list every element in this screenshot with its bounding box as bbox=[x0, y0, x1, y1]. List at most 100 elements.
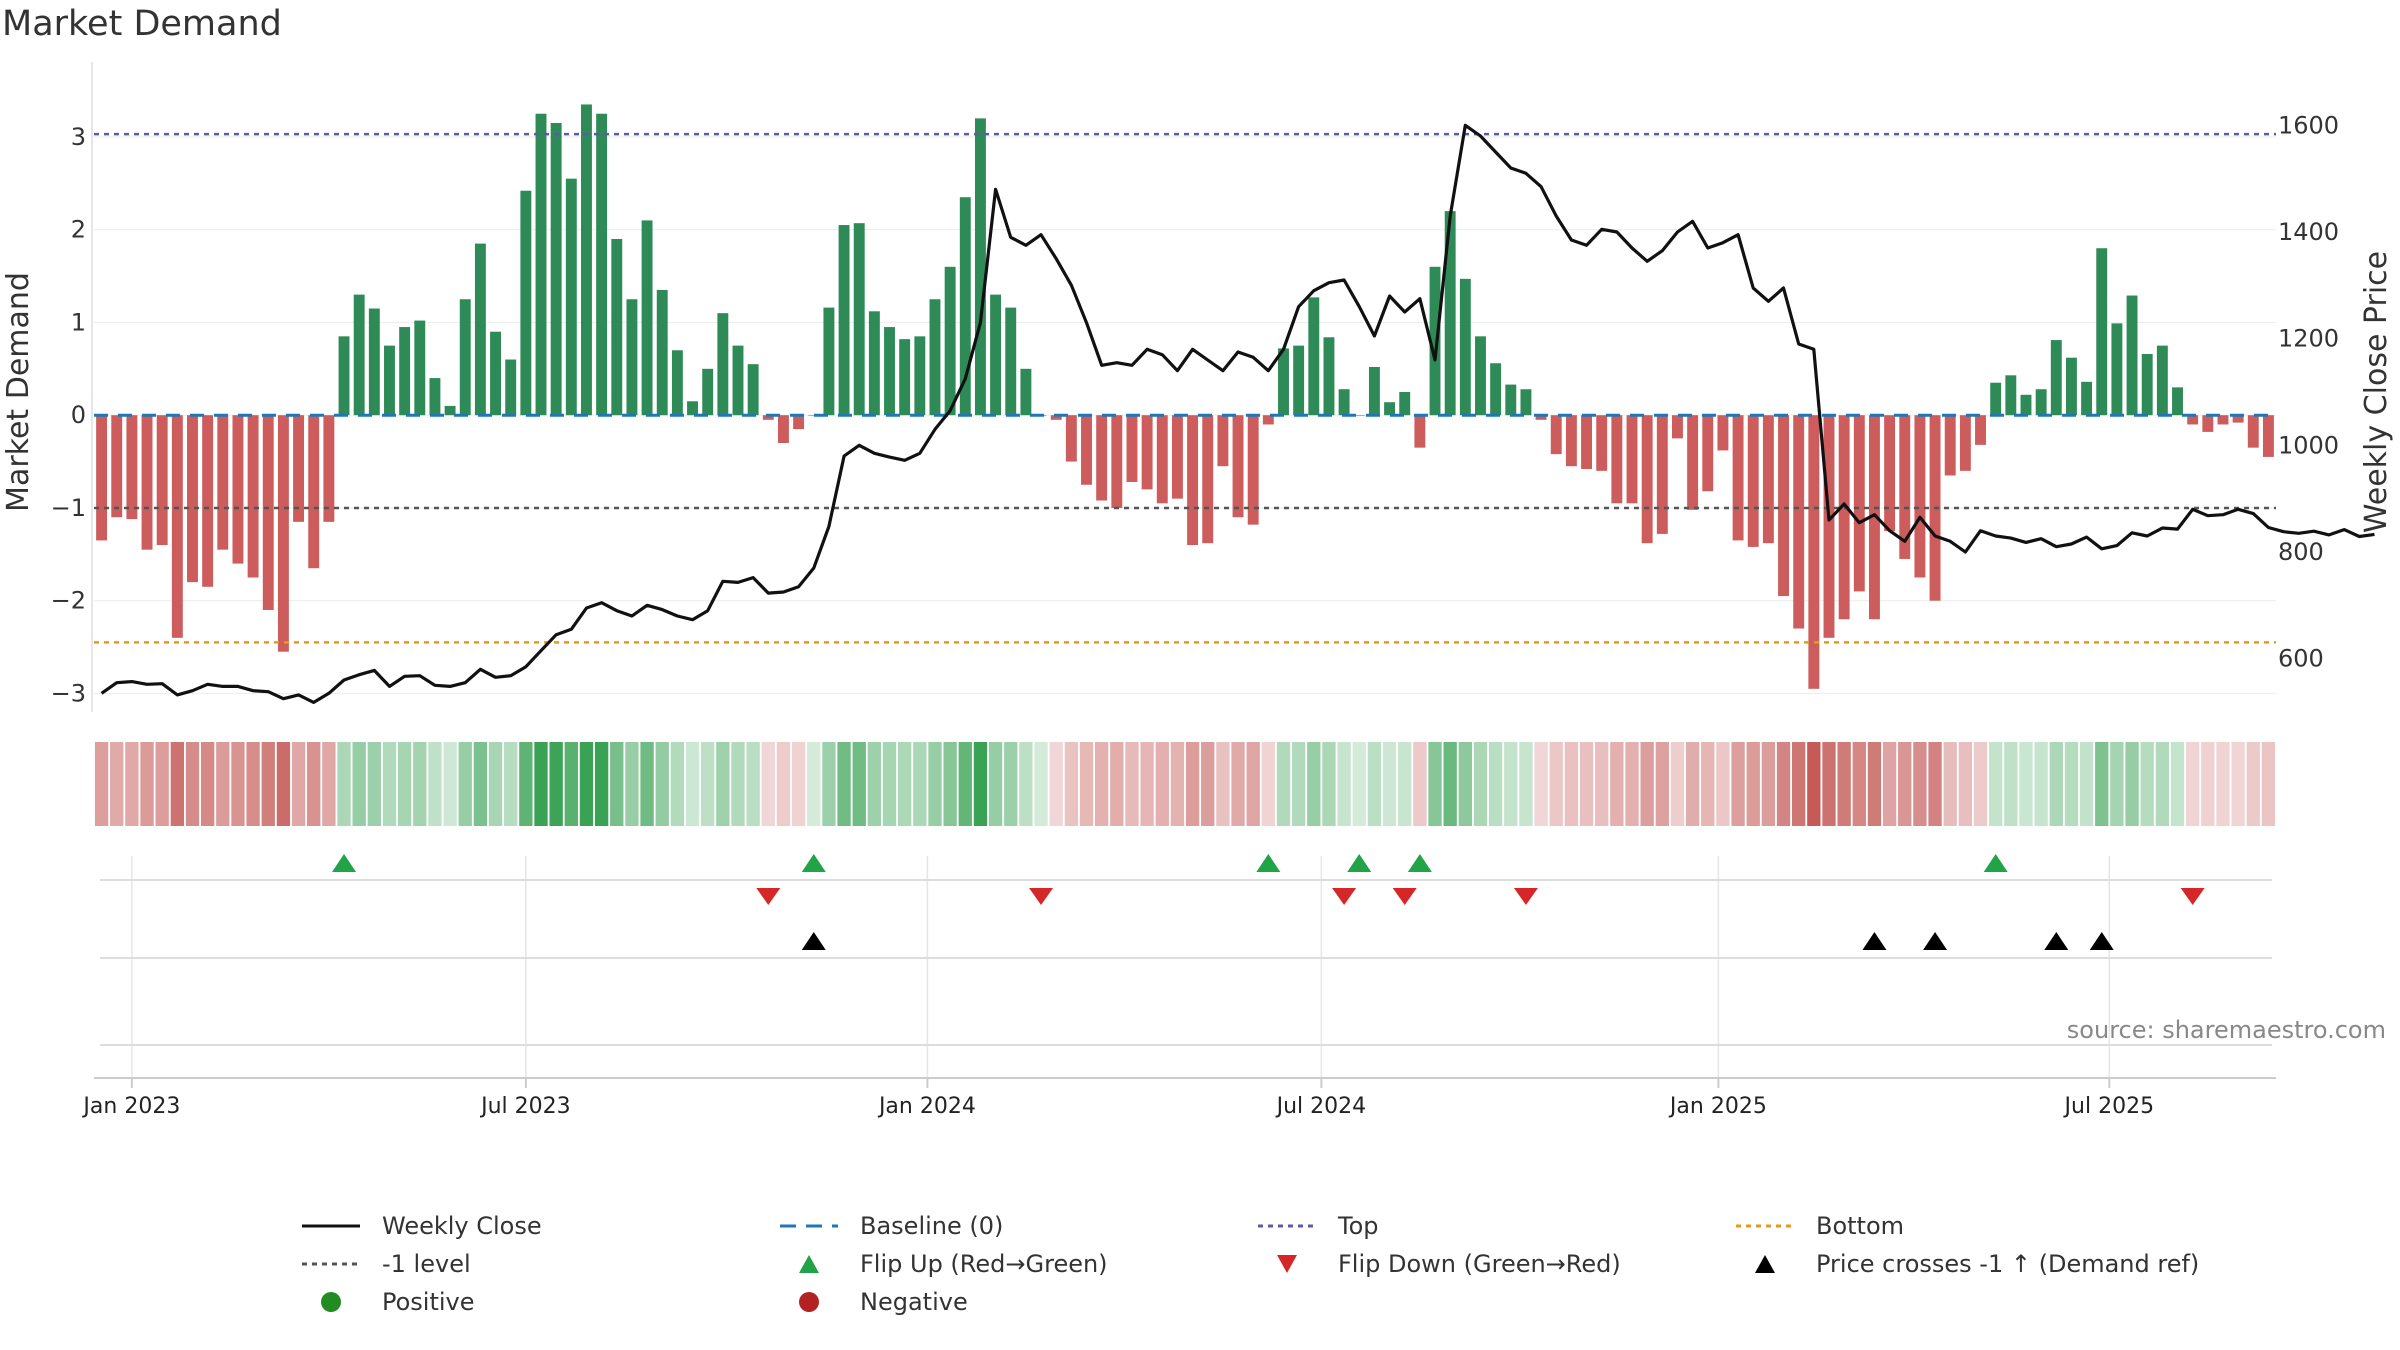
legend-label-top: Top bbox=[1338, 1212, 1379, 1240]
demand-bar bbox=[308, 415, 320, 569]
y-tick-label: −1 bbox=[51, 494, 86, 522]
demand-bar bbox=[2262, 415, 2274, 457]
heat-cell bbox=[352, 742, 366, 826]
legend-item-baseline: Baseline (0) bbox=[778, 1208, 1003, 1244]
demand-bar bbox=[202, 415, 214, 587]
heat-cell bbox=[2064, 742, 2079, 826]
heat-cell bbox=[2261, 742, 2276, 826]
heat-cell bbox=[200, 742, 215, 826]
demand-bar bbox=[141, 415, 153, 550]
flip-down-marker bbox=[1392, 888, 1417, 905]
heat-cell bbox=[549, 742, 563, 826]
heat-cell bbox=[1958, 742, 1973, 826]
demand-bar bbox=[1065, 415, 1077, 462]
heat-cell bbox=[94, 742, 109, 826]
heat-cell bbox=[837, 742, 851, 826]
heat-cell bbox=[125, 742, 139, 826]
demand-bar bbox=[96, 415, 108, 541]
y2-tick-label: 1200 bbox=[2278, 325, 2339, 353]
heat-cell bbox=[216, 742, 230, 826]
legend-item-top: Top bbox=[1256, 1208, 1379, 1244]
legend-label-price-cross: Price crosses -1 ↑ (Demand ref) bbox=[1816, 1250, 2200, 1278]
heat-cell bbox=[140, 742, 154, 826]
demand-bar bbox=[1975, 415, 1986, 445]
heat-cell bbox=[276, 742, 291, 826]
demand-bar bbox=[2081, 381, 2093, 416]
demand-bar bbox=[2005, 375, 2017, 416]
demand-bar bbox=[1505, 384, 1517, 416]
heat-cell bbox=[1125, 742, 1139, 826]
heat-cell bbox=[2110, 742, 2124, 826]
demand-bar bbox=[187, 415, 198, 583]
demand-bar bbox=[1171, 415, 1183, 499]
demand-bar bbox=[596, 113, 608, 416]
demand-bar bbox=[1429, 266, 1441, 416]
demand-bar bbox=[1732, 415, 1744, 541]
legend-item-weekly-close: Weekly Close bbox=[300, 1208, 542, 1244]
source-label: source: sharemaestro.com bbox=[2066, 1016, 2386, 1044]
demand-bar bbox=[1459, 278, 1471, 416]
y-tick-label: 3 bbox=[71, 123, 86, 151]
price-cross-marker bbox=[801, 932, 826, 950]
demand-bar bbox=[656, 289, 668, 416]
heat-cell bbox=[579, 742, 594, 826]
heat-cell bbox=[731, 742, 745, 826]
demand-bar bbox=[1293, 345, 1305, 416]
heat-cell bbox=[1625, 742, 1639, 826]
heat-cell bbox=[2140, 742, 2154, 826]
heat-cell bbox=[2125, 742, 2139, 826]
heat-cell bbox=[2231, 742, 2245, 826]
heat-cell bbox=[898, 742, 912, 826]
chart-title: Market Demand bbox=[2, 4, 282, 44]
heat-cell bbox=[1216, 742, 1230, 826]
demand-bar bbox=[2172, 387, 2183, 416]
heat-cell bbox=[261, 742, 275, 826]
demand-bar bbox=[2020, 394, 2032, 416]
demand-bar bbox=[2096, 248, 2108, 416]
demand-bar bbox=[747, 364, 759, 416]
flip-up-marker bbox=[1347, 854, 1372, 872]
demand-bar bbox=[1747, 415, 1759, 547]
demand-bar bbox=[2187, 415, 2199, 425]
demand-bar bbox=[1868, 415, 1880, 620]
heat-cell bbox=[640, 742, 654, 826]
heat-cell bbox=[1504, 742, 1518, 826]
heat-cell bbox=[246, 742, 260, 826]
heat-cell bbox=[1943, 742, 1957, 826]
heat-cell bbox=[2155, 742, 2170, 826]
price-cross-marker bbox=[1923, 932, 1948, 950]
price-cross-marker bbox=[2089, 932, 2114, 950]
demand-bar bbox=[1581, 415, 1593, 469]
heat-cell bbox=[322, 742, 336, 826]
demand-bar bbox=[944, 266, 956, 416]
heat-cell bbox=[1519, 742, 1533, 826]
demand-bar bbox=[1126, 415, 1138, 482]
demand-bar bbox=[156, 415, 168, 546]
heat-cell bbox=[746, 742, 760, 826]
demand-bar bbox=[1672, 415, 1683, 439]
heat-cell bbox=[625, 742, 639, 826]
heat-cell bbox=[2079, 742, 2094, 826]
demand-bar bbox=[490, 331, 502, 416]
line-dotted-icon bbox=[1258, 1224, 1316, 1228]
legend-label-weekly-close: Weekly Close bbox=[382, 1212, 542, 1240]
heat-cell bbox=[1428, 742, 1442, 826]
heat-cell bbox=[1761, 742, 1776, 826]
heat-cell bbox=[1049, 742, 1063, 826]
demand-bar bbox=[414, 320, 426, 416]
demand-bar bbox=[717, 313, 729, 416]
demand-bar bbox=[2050, 340, 2062, 416]
heat-cell bbox=[1140, 742, 1154, 826]
heat-cell bbox=[2019, 742, 2033, 826]
heat-cell bbox=[231, 742, 245, 826]
heat-cell bbox=[807, 742, 821, 826]
heat-cell bbox=[988, 742, 1003, 826]
demand-bar bbox=[1959, 415, 1971, 471]
heat-cell bbox=[1579, 742, 1594, 826]
demand-bar bbox=[1414, 415, 1426, 448]
flip-down-marker bbox=[1029, 888, 1054, 905]
demand-bar bbox=[2217, 415, 2229, 425]
demand-bar bbox=[384, 345, 395, 416]
demand-bar bbox=[1323, 337, 1335, 416]
heat-cell bbox=[1549, 742, 1563, 826]
